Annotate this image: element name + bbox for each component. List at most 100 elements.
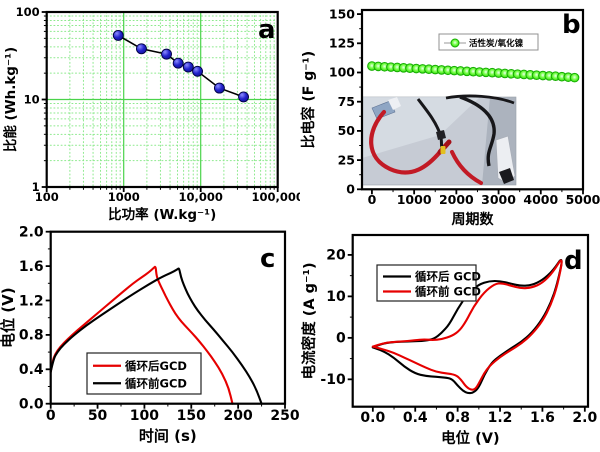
x-tick-label: 100 [35,190,59,204]
y-axis-label: 电位 (V) [0,287,17,348]
plot-frame [45,10,279,189]
chart-graphic [436,130,446,140]
chart-graphic [450,150,483,185]
chart-text: 活性炭/氧化镍 [469,38,524,49]
chart-graphic [459,95,496,167]
y-axis-label: 比能 (Wh.kg⁻¹) [2,47,19,152]
axes: 0 50 100 150 200 250 0.0 0.4 0.8 1.2 1.6 2.0 时间 (s) 电… [0,226,300,445]
chart-graphic [450,38,460,48]
y-tick-label: 75 [338,94,355,109]
series-0 [112,29,249,103]
y-tick-label: 1.2 [19,293,44,309]
chart-graphic [369,109,443,175]
y-tick-label: 0 [336,331,346,347]
x-tick-label: 10,000 [179,190,223,204]
x-tick-label: 1.2 [488,410,513,426]
x-tick-label: 50 [88,408,108,424]
plot-frame [360,8,585,191]
x-tick-label: 1.6 [530,410,555,426]
y-tick-label: 150 [329,6,355,21]
x-tick-label: 250 [270,408,299,424]
chart-graphic [86,352,202,395]
y-tick-label: 0.8 [19,328,44,344]
chart-graphic [49,265,234,405]
y-tick-label: 100 [16,5,40,19]
chart-graphic [371,259,563,391]
x-tick-label: 100 [130,408,159,424]
chart-graphic [238,91,249,103]
series-1 [371,259,563,391]
x-axis-label: 周期数 [452,211,495,226]
chart-graphic [376,264,477,302]
x-tick-label: 0 [46,408,56,424]
x-tick-label: 100,000 [252,190,300,204]
x-tick-label: 200 [224,408,253,424]
panel-letter: c [260,244,275,274]
chart-graphic [192,65,203,77]
chart-graphic [49,267,263,405]
panel-letter: b [562,10,581,40]
x-tick-label: 1000 [397,192,432,207]
legend: 循环后GCD 循环前GCD [86,352,202,395]
x-tick-label: 2000 [439,192,474,207]
y-tick-label: 1.6 [19,259,44,275]
y-tick-label: 50 [338,123,356,138]
x-tick-label: 1000 [108,190,140,204]
y-tick-label: 125 [329,36,355,51]
x-axis-label: 电位 (V) [441,429,500,447]
chart-text: 循环前 GCD [414,285,481,299]
chart-text: 循环后 GCD [414,270,481,284]
y-tick-label: 0 [346,182,355,197]
chart-graphic [135,43,147,55]
y-axis-label: 比电容 (F g⁻¹) [300,51,317,149]
y-tick-label: 0.4 [19,362,44,378]
cycling-stability-panel-b: 0 1000 2000 3000 4000 5000 0 25 50 75 100 125 150 周期数… [300,6,600,226]
y-tick-label: 100 [329,65,355,80]
chart-graphic [213,82,225,94]
gcd-curves-panel-c: 0 50 100 150 200 250 0.0 0.4 0.8 1.2 1.6 2.0 时间 (s) 电… [0,226,300,445]
axes: 0 1000 2000 3000 4000 5000 0 25 50 75 100 125 150 周期数… [300,6,600,226]
x-tick-label: 4000 [523,192,558,207]
chart-graphic [569,72,580,83]
chart-text: 循环后GCD [124,359,187,373]
series-0 [367,61,580,83]
legend: 活性炭/氧化镍 [438,33,539,51]
y-tick-label: 20 [326,248,346,264]
y-tick-label: 25 [338,152,355,167]
chart-graphic [172,57,184,69]
x-tick-label: 3000 [481,192,516,207]
chart-graphic [112,29,124,41]
y-tick-label: 1 [32,180,40,194]
x-tick-label: 2.0 [572,410,597,426]
axes: 0.0 0.4 0.8 1.2 1.6 2.0 -10 0 10 20 电位 (V) 电流密度 (A … [300,248,597,447]
x-axis-label: 时间 (s) [139,427,197,445]
x-axis-label: 比功率 (W.kg⁻¹) [108,206,216,223]
series-1 [49,267,263,405]
y-tick-label: 2.0 [19,226,44,240]
x-tick-label: 150 [177,408,206,424]
y-tick-label: 10 [326,289,346,305]
y-tick-label: 0.0 [19,396,44,412]
chart-graphic [499,168,514,184]
chart-graphic [438,33,539,51]
chart-graphic [388,97,401,110]
x-tick-label: 0.4 [403,410,428,426]
ragone-plot-panel-a: 100 1000 10,000 100,000 1 10 100 比功率 (W.kg⁻¹) 比能… [2,5,300,223]
axes: 100 1000 10,000 100,000 1 10 100 比功率 (W.kg⁻¹) 比能… [2,5,300,223]
chart-graphic [161,48,172,60]
x-tick-label: 0.8 [445,410,470,426]
cv-curves-panel-d: 0.0 0.4 0.8 1.2 1.6 2.0 -10 0 10 20 电位 (V) 电流密度 (A … [300,233,597,447]
panel-letter: d [564,246,583,276]
y-tick-label: 10 [24,92,40,106]
y-axis-label: 电流密度 (A g⁻¹) [300,262,318,379]
device-photo-inset [361,94,517,186]
plot-frame [49,230,287,405]
x-tick-label: 0.0 [360,410,385,426]
chart-text: 循环前GCD [124,376,187,390]
chart-graphic [445,94,515,105]
plot-frame [351,233,590,408]
chart-graphic [182,61,194,73]
y-tick-label: -10 [320,372,346,388]
